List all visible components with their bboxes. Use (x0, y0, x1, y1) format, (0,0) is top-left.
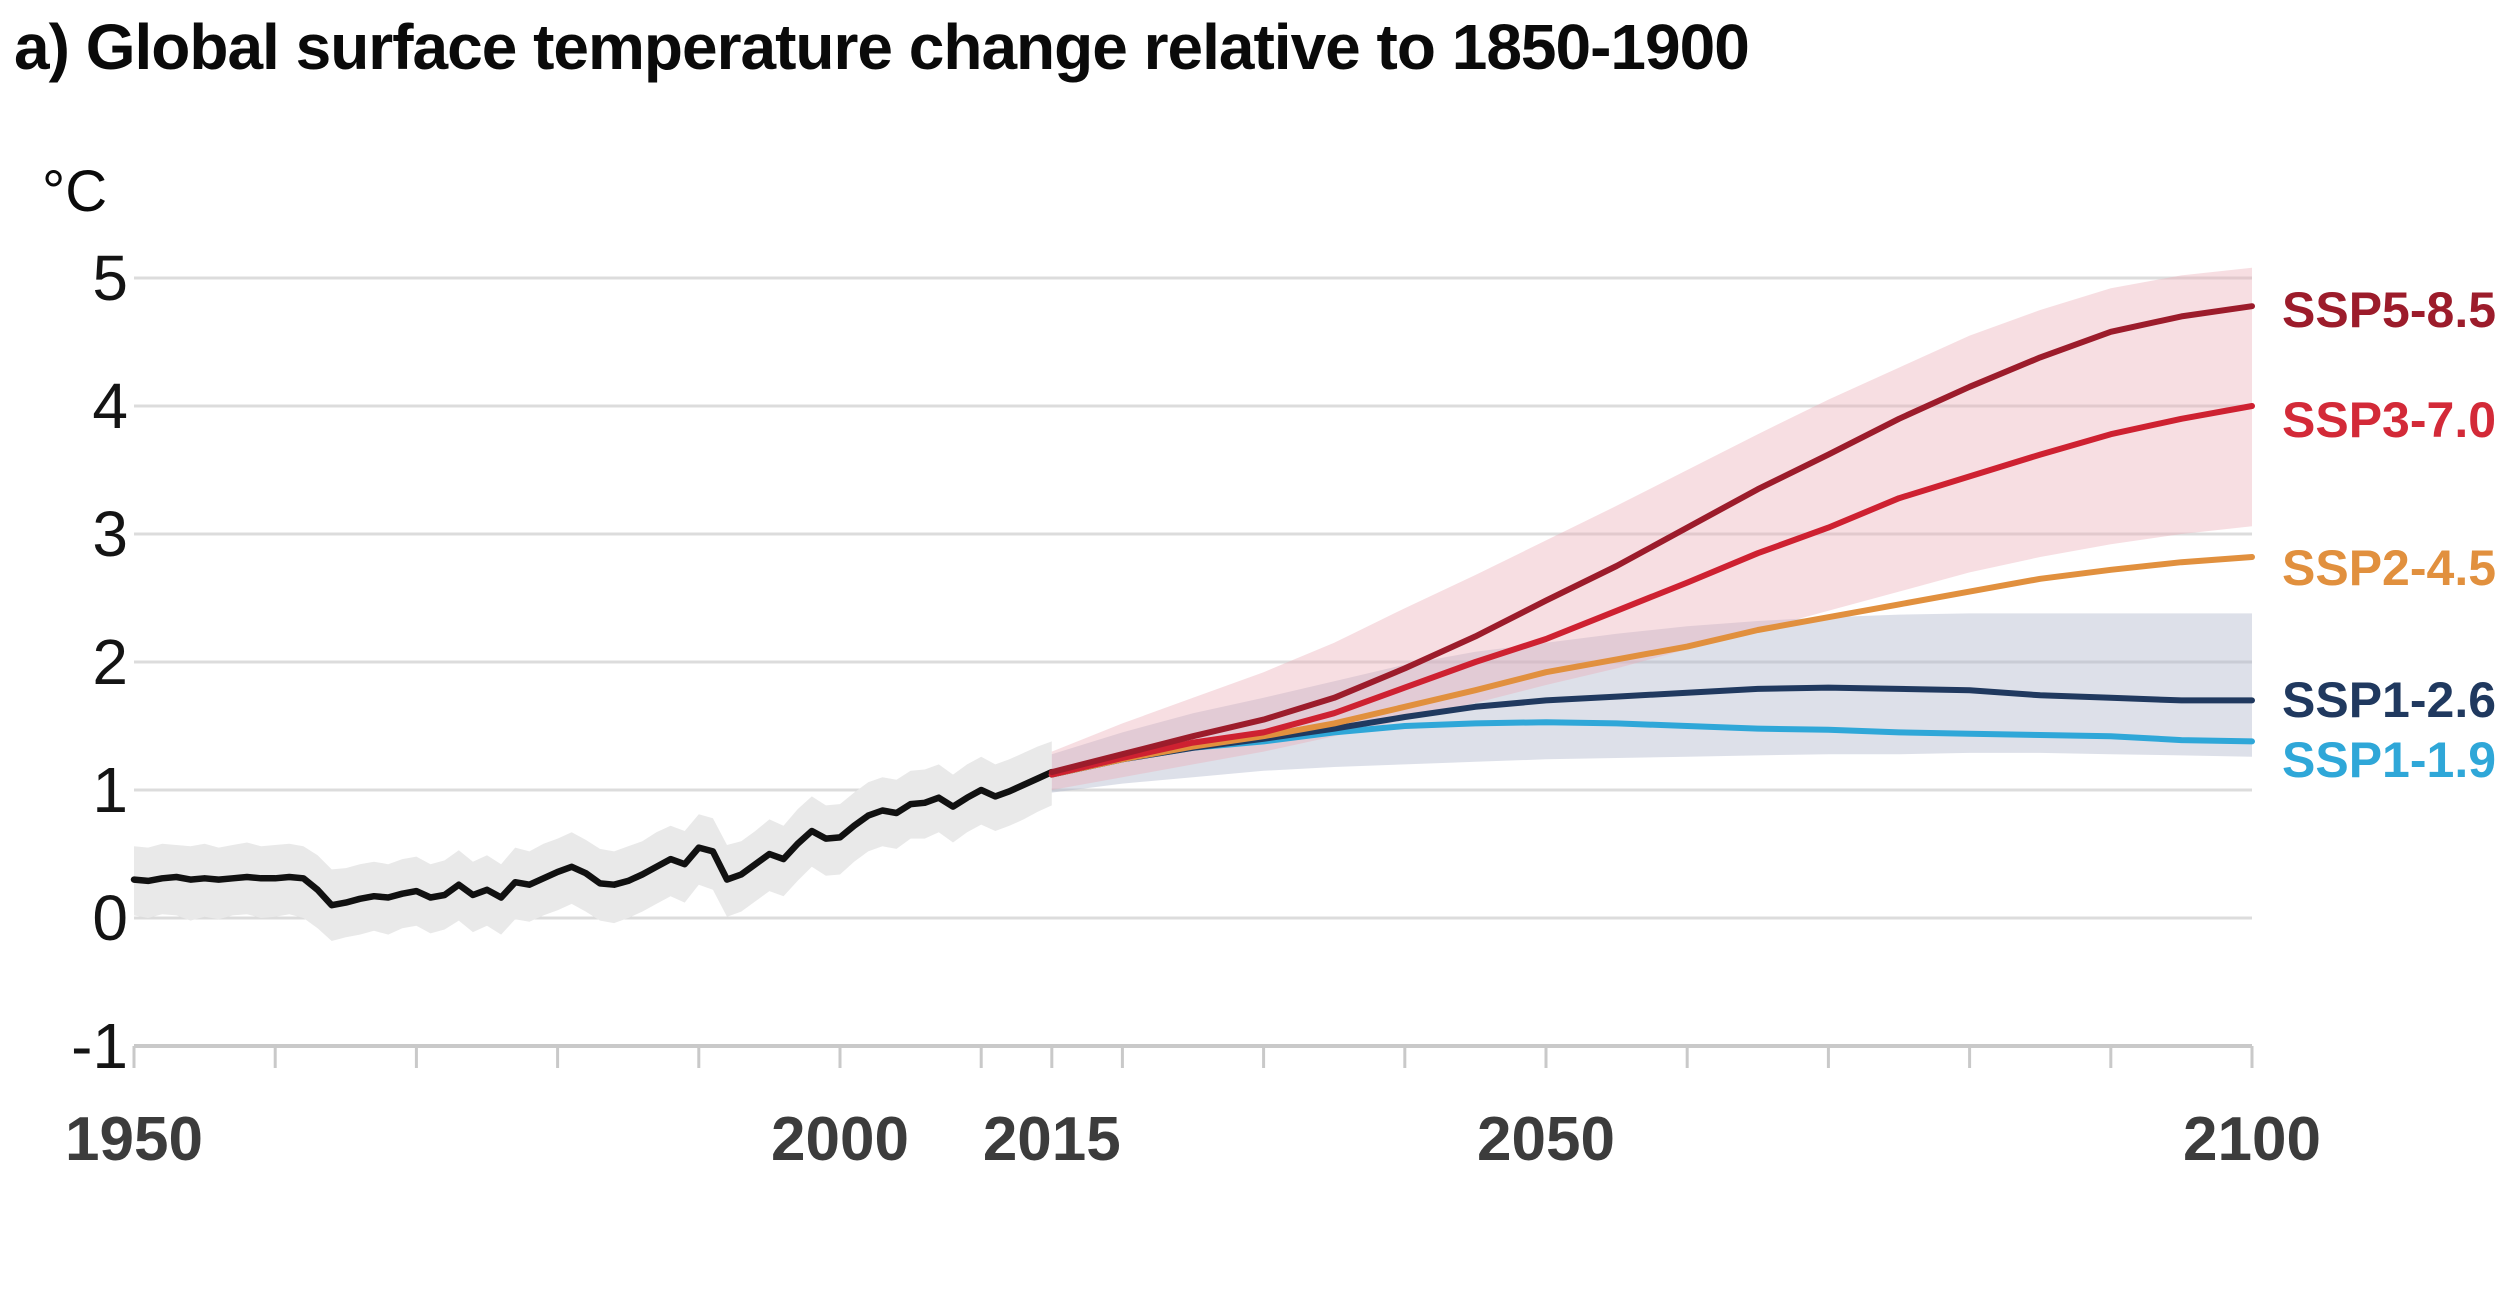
legend-label-ssp2-4.5: SSP2-4.5 (2282, 540, 2497, 596)
ssp3-7.0-very-likely-range-band (1051, 267, 2252, 790)
x-tick-label-1950: 1950 (65, 1105, 203, 1174)
legend-label-ssp5-8.5: SSP5-8.5 (2282, 282, 2497, 338)
x-tick-label-2100: 2100 (2183, 1105, 2321, 1174)
x-tick-label-2015: 2015 (982, 1105, 1121, 1174)
ssp3-7.0-line (1048, 403, 2255, 778)
y-tick-label-3: 3 (92, 498, 128, 570)
observed-temperature-line (130, 768, 1056, 909)
y-axis-unit-label: °C (42, 159, 108, 224)
legend-label-ssp1-1.9: SSP1-1.9 (2282, 732, 2497, 788)
ssp2-4.5-line (1048, 554, 2255, 778)
y-tick-label-1: 1 (92, 754, 128, 826)
x-tick-label-2000: 2000 (771, 1105, 909, 1174)
y-tick-label-0: 0 (92, 882, 128, 954)
x-tick-label-2050: 2050 (1477, 1105, 1615, 1174)
legend-label-ssp3-7.0: SSP3-7.0 (2282, 392, 2497, 448)
y-tick-label-5: 5 (92, 242, 128, 314)
y-tick-label-2: 2 (92, 626, 128, 698)
y-tick-label--1: -1 (71, 1010, 128, 1082)
page-title: a) Global surface temperature change rel… (14, 11, 1750, 83)
legend-label-ssp1-2.6: SSP1-2.6 (2282, 672, 2497, 728)
historical-uncertainty-band (134, 741, 1052, 941)
y-tick-label-4: 4 (92, 370, 128, 442)
ssp1-2.6-very-likely-range-band (1051, 613, 2252, 793)
ssp5-8.5-line (1048, 303, 2255, 776)
